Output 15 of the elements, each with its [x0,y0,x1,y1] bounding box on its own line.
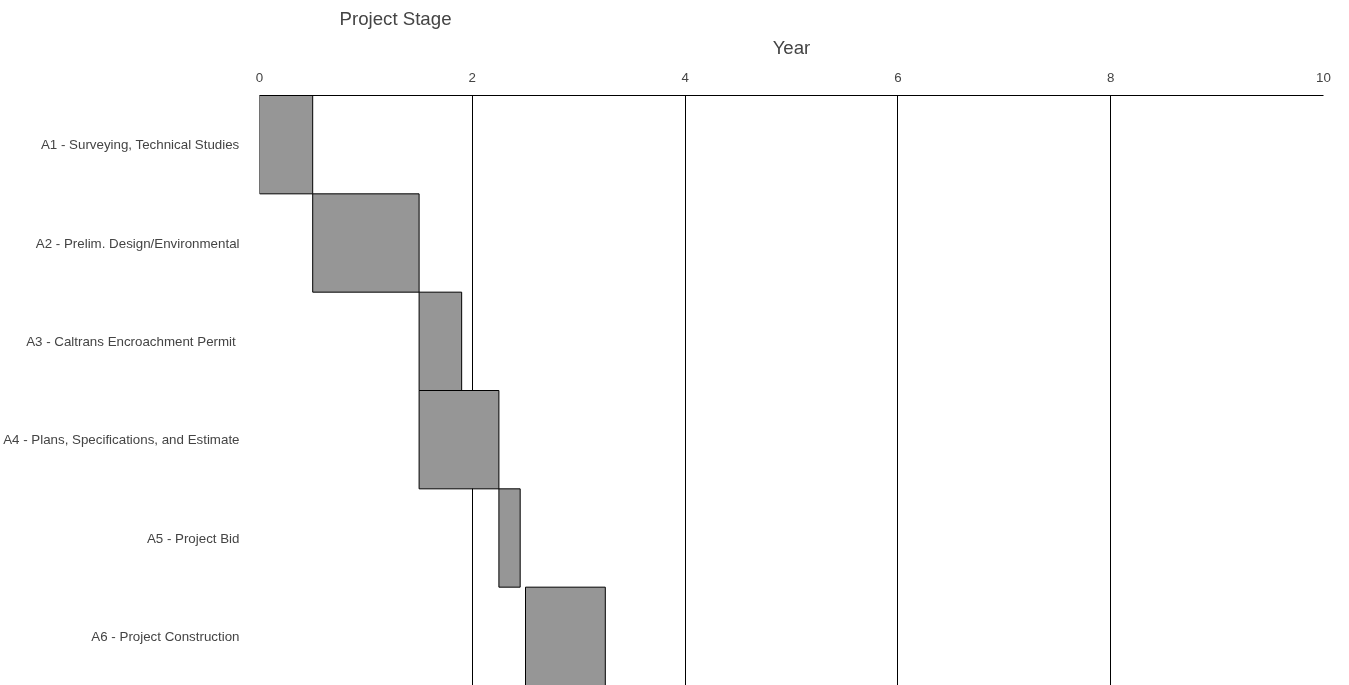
y-tick-label: A6 - Project Construction [91,628,240,644]
x-tick-label: 4 [681,69,690,85]
y-tick-label: A3 - Caltrans Encroachment Permit [26,333,237,349]
x-tick-label: 10 [1316,69,1331,85]
bar [525,586,606,685]
y-tick-label: A4 - Plans, Specifications, and Estimate [3,432,240,448]
y-tick-label: A5 - Project Bid [146,530,240,546]
x-tick-label: 8 [1106,69,1115,85]
x-tick-label: 0 [255,69,264,85]
y-tick-label: A2 - Prelim. Design/Environmental [35,235,240,251]
x-axis-title: Year [772,36,811,58]
x-tick-label: 2 [468,69,477,85]
x-tick-label: 6 [894,69,902,85]
y-tick-label: A1 - Surveying, Technical Studies [40,137,240,153]
y-axis-title: Project Stage [339,7,452,29]
